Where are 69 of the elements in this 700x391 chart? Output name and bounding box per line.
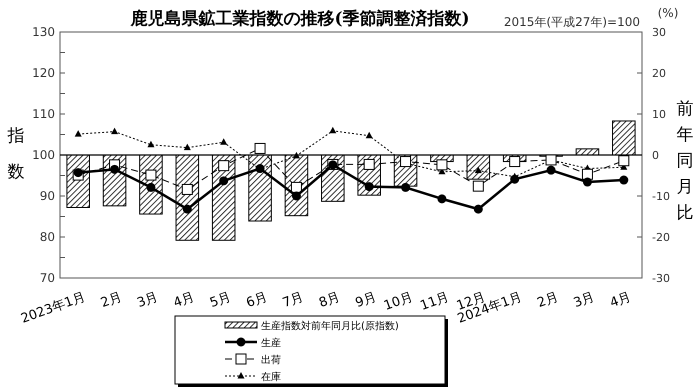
point — [509, 156, 520, 168]
chart-title: 鹿児島県鉱工業指数の推移(季節調整済指数) — [129, 9, 470, 29]
legend-label: 生産指数対前年同月比(原指数) — [261, 320, 399, 332]
point — [400, 156, 412, 168]
x-tick-label: 3月 — [572, 290, 597, 312]
x-tick-label: 8月 — [317, 290, 342, 312]
point — [147, 140, 154, 148]
point — [292, 192, 301, 200]
y2-tick-label: -10 — [652, 190, 670, 203]
legend-label: 出荷 — [261, 354, 281, 366]
point — [401, 182, 410, 192]
point — [619, 176, 628, 185]
point — [219, 176, 228, 186]
y-tick-label: 110 — [32, 107, 55, 121]
point — [510, 174, 520, 184]
x-tick-label: 7月 — [280, 290, 306, 312]
y2-tick-label: -30 — [652, 272, 670, 285]
y-tick-label: 90 — [40, 189, 55, 203]
point — [182, 204, 192, 214]
point — [437, 194, 446, 204]
x-tick-label: 4月 — [608, 290, 634, 312]
point — [364, 158, 375, 170]
x-tick-label: 2月 — [535, 290, 560, 312]
y2-tick-label: 30 — [652, 26, 666, 39]
point — [110, 164, 120, 174]
x-tick-label: 11月 — [418, 290, 452, 314]
point — [582, 178, 592, 187]
point — [292, 152, 300, 158]
x-tick-label: 2月 — [98, 290, 124, 312]
point — [546, 154, 557, 166]
chart-subtitle: 2015年(平成27年)=100 — [504, 15, 640, 29]
point — [184, 144, 191, 150]
y-axis-title: 指数 — [6, 126, 24, 182]
point — [436, 159, 448, 170]
point — [546, 166, 556, 175]
y-tick-label: 130 — [32, 25, 55, 39]
y-tick-label: 100 — [32, 148, 55, 162]
y-tick-label: 120 — [32, 66, 55, 80]
point — [366, 132, 373, 138]
point — [145, 170, 156, 181]
point — [474, 204, 483, 214]
point — [364, 182, 374, 192]
y2-tick-label: 10 — [652, 108, 666, 121]
point — [74, 130, 82, 137]
point — [220, 138, 228, 145]
point — [146, 182, 156, 192]
point — [472, 180, 484, 192]
y2-tick-label: 20 — [652, 67, 666, 80]
legend-label: 在庫 — [261, 371, 281, 383]
y2-tick-label: -20 — [652, 231, 670, 244]
x-tick-label: 4月 — [172, 290, 197, 312]
y-tick-label: 70 — [40, 271, 55, 285]
x-tick-label: 9月 — [353, 290, 379, 312]
x-tick-label: 2023年1月 — [19, 290, 88, 327]
point — [329, 126, 336, 134]
x-tick-label: 6月 — [244, 290, 270, 312]
point — [74, 168, 83, 178]
y-tick-label: 80 — [40, 230, 55, 244]
text: (%) — [658, 6, 678, 20]
y2-axis-title: 前年同月比 — [676, 98, 694, 223]
point — [254, 142, 266, 154]
x-tick-label: 3月 — [135, 290, 160, 312]
x-tick-label: 10月 — [382, 290, 415, 314]
legend-label: 生産 — [261, 337, 281, 349]
point — [182, 184, 193, 195]
point — [111, 128, 118, 134]
x-tick-label: 5月 — [208, 290, 234, 312]
y2-tick-label: 0 — [652, 149, 659, 162]
point — [218, 160, 230, 172]
